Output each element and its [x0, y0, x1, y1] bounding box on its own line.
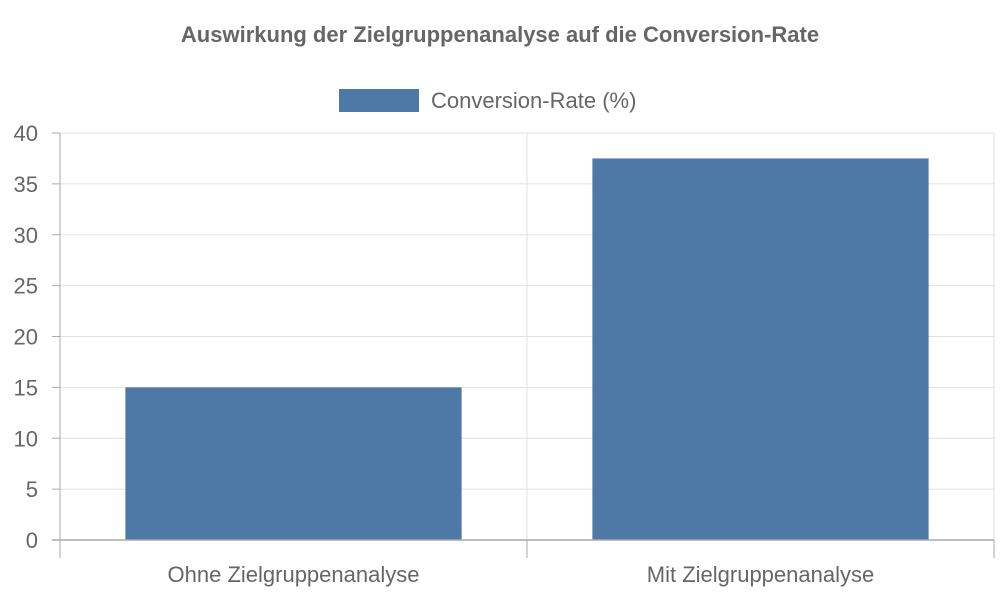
legend-label: Conversion-Rate (%)	[431, 88, 636, 113]
x-tick-label: Ohne Zielgruppenanalyse	[168, 562, 420, 587]
x-tick-label: Mit Zielgruppenanalyse	[647, 562, 874, 587]
bars	[125, 158, 929, 540]
bar-ohne-zielgruppenanalyse	[125, 387, 462, 540]
y-tick-label: 35	[14, 172, 38, 197]
y-tick-label: 25	[14, 274, 38, 299]
y-tick-label: 40	[14, 121, 38, 146]
y-tick-label: 15	[14, 375, 38, 400]
x-axis-ticks: Ohne Zielgruppenanalyse Mit Zielgruppenan…	[59, 540, 995, 587]
y-tick-label: 5	[26, 477, 38, 502]
chart-title: Auswirkung der Zielgruppenanalyse auf di…	[181, 22, 819, 47]
legend[interactable]: Conversion-Rate (%)	[339, 88, 636, 113]
y-tick-label: 30	[14, 223, 38, 248]
legend-swatch	[339, 89, 419, 112]
y-tick-label: 20	[14, 325, 38, 350]
y-axis-ticks: 0 5 10 15 20 25 30 35 40	[14, 121, 60, 553]
y-tick-label: 10	[14, 426, 38, 451]
y-tick-label: 0	[26, 528, 38, 553]
bar-mit-zielgruppenanalyse	[592, 158, 929, 540]
